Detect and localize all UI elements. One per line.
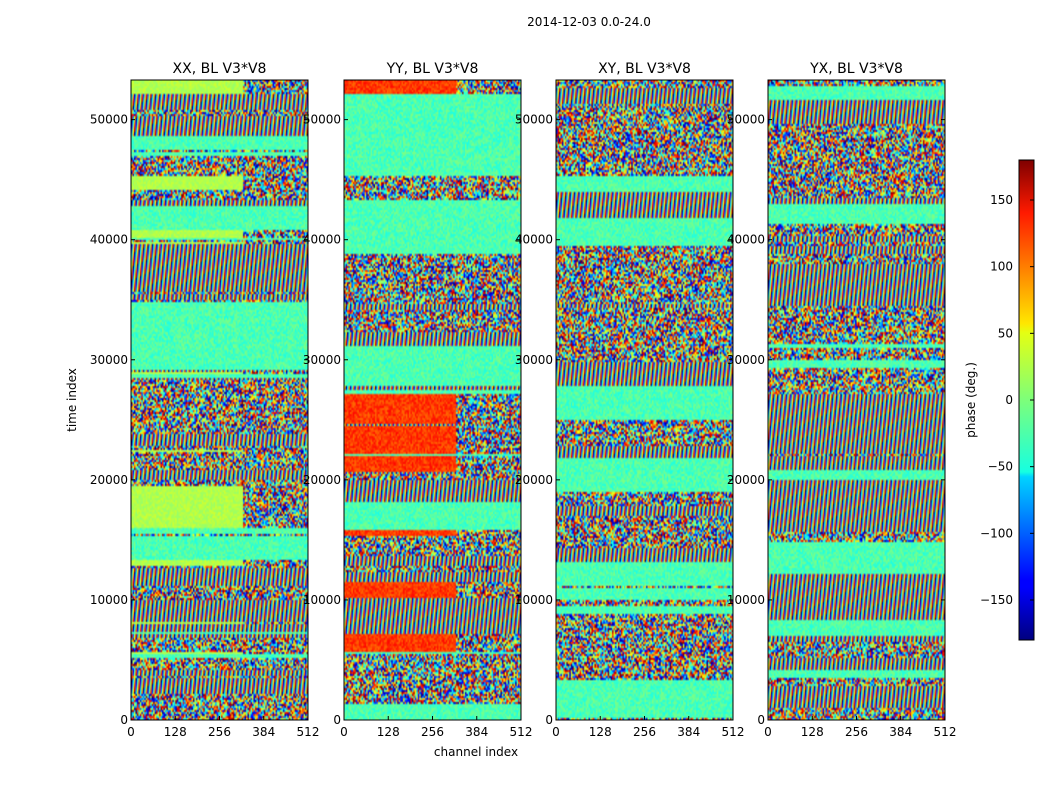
colorbar-tick-label: 150 [990,193,1013,207]
x-tick-label: 256 [633,725,656,739]
figure-title: 2014-12-03 0.0-24.0 [527,15,651,29]
x-tick-label: 0 [552,725,560,739]
heatmap-panel-3: XY, BL V3*V8 0 128 256 384 512 0 10000 20000 3000… [515,61,745,739]
heatmap-image [556,80,733,720]
colorbar-ticks: 150 100 50 0 −50 −100 −150 [980,193,1034,607]
x-tick-label: 0 [764,725,772,739]
y-tick-label: 30000 [727,353,765,367]
y-tick-label: 30000 [515,353,553,367]
x-tick-label: 128 [801,725,824,739]
x-axis-label: channel index [434,745,518,759]
panel-title: XY, BL V3*V8 [598,61,691,77]
heatmap-panel-4: YX, BL V3*V8 0 128 256 384 512 0 10000 20000 3000… [727,61,957,739]
colorbar-tick-label: 100 [990,260,1013,274]
x-tick-label: 512 [297,725,320,739]
x-tick-label: 512 [722,725,745,739]
y-tick-label: 0 [333,713,341,727]
y-tick-label: 20000 [727,473,765,487]
y-tick-label: 50000 [90,113,128,127]
y-tick-label: 10000 [90,593,128,607]
y-tick-label: 30000 [303,353,341,367]
panel-title: XX, BL V3*V8 [173,61,267,77]
y-tick-label: 40000 [303,233,341,247]
heatmap-panels: XX, BL V3*V8 0 128 256 384 512 0 10000 20000 3000… [90,61,957,739]
colorbar-tick-label: 0 [1005,393,1013,407]
x-tick-label: 128 [164,725,187,739]
panel-title: YX, BL V3*V8 [809,61,903,77]
y-tick-label: 30000 [90,353,128,367]
heatmap-image [344,80,521,720]
y-tick-label: 50000 [303,113,341,127]
y-tick-label: 10000 [515,593,553,607]
x-tick-label: 384 [677,725,700,739]
x-tick-label: 256 [845,725,868,739]
y-tick-label: 0 [757,713,765,727]
y-axis-label: time index [65,368,79,432]
colorbar-tick-label: −100 [980,526,1013,540]
y-tick-label: 40000 [515,233,553,247]
colorbar-tick-label: 50 [998,326,1013,340]
heatmap-image [131,80,308,720]
y-tick-label: 10000 [727,593,765,607]
x-tick-label: 512 [510,725,533,739]
y-tick-label: 0 [120,713,128,727]
x-tick-label: 256 [208,725,231,739]
y-tick-label: 40000 [727,233,765,247]
y-tick-label: 20000 [515,473,553,487]
x-tick-label: 384 [465,725,488,739]
y-tick-label: 10000 [303,593,341,607]
colorbar-label: phase (deg.) [964,362,978,438]
y-tick-label: 50000 [727,113,765,127]
y-tick-label: 20000 [90,473,128,487]
y-tick-label: 50000 [515,113,553,127]
x-tick-label: 384 [252,725,275,739]
colorbar-tick-label: −50 [988,460,1013,474]
x-tick-label: 384 [889,725,912,739]
x-tick-label: 128 [589,725,612,739]
heatmap-panel-2: YY, BL V3*V8 0 128 256 384 512 0 10000 20000 3000… [303,61,533,739]
colorbar: 150 100 50 0 −50 −100 −150 phase (deg.) [964,159,1035,641]
heatmap-image [768,80,945,720]
y-tick-label: 20000 [303,473,341,487]
x-tick-label: 256 [421,725,444,739]
x-tick-label: 128 [377,725,400,739]
colorbar-tick-label: −150 [980,593,1013,607]
y-tick-label: 0 [545,713,553,727]
y-tick-label: 40000 [90,233,128,247]
x-tick-label: 0 [127,725,135,739]
x-tick-label: 512 [934,725,957,739]
x-tick-label: 0 [340,725,348,739]
panel-title: YY, BL V3*V8 [386,61,479,77]
heatmap-panel-1: XX, BL V3*V8 0 128 256 384 512 0 10000 20000 3000… [90,61,320,739]
